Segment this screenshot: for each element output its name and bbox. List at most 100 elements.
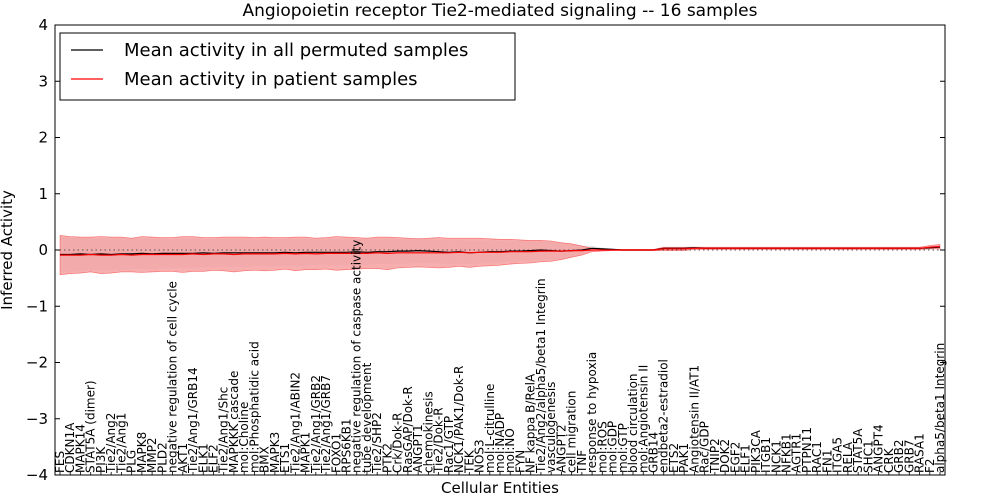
- x-tick-label: MAPK14: [73, 424, 87, 473]
- x-tick-label: cell migration: [565, 391, 579, 473]
- x-tick-label: GRB2: [892, 439, 906, 473]
- y-tick-label: −3: [26, 410, 48, 428]
- x-tick-label: tube development: [360, 362, 374, 473]
- x-tick-label: ETS1: [278, 443, 292, 473]
- x-tick-label: Tie2/Ang2: [104, 413, 118, 474]
- x-tick-label: PLD2: [155, 442, 169, 473]
- x-tick-label: CDKN1A: [63, 422, 77, 473]
- x-tick-label: Rac/GDP: [698, 421, 712, 473]
- x-tick-label: Tie2/Ang1/Shc: [217, 387, 231, 474]
- plot-area: [55, 235, 945, 276]
- x-tick-label: PIK3CA: [749, 429, 763, 473]
- x-tick-label: Angiotensin II/AT1: [687, 365, 701, 473]
- x-tick-label: RPS6KB1: [340, 418, 354, 473]
- x-tick-label: Tie2/Ang1/GRB14: [186, 367, 200, 474]
- x-tick-label: Tie2/Ang1: [114, 413, 128, 474]
- x-tick-label: NOS3: [473, 439, 487, 473]
- legend-label-patient: Mean activity in patient samples: [124, 69, 418, 90]
- x-tick-label: mol:NADP: [493, 413, 507, 473]
- series-line-patient: [60, 246, 941, 256]
- x-tick-label: STAT5A: [851, 428, 865, 473]
- x-tick-label: PLG: [125, 450, 139, 473]
- y-tick-label: 0: [38, 241, 48, 259]
- x-tick-label: mol:GTP: [616, 423, 630, 473]
- x-tick-label: ITGA5: [831, 437, 845, 473]
- x-tick-label: PI3K: [94, 446, 108, 473]
- x-tick-label: mol:Angiotensin II: [636, 365, 650, 473]
- x-tick-label: NCK1: [769, 440, 783, 473]
- y-axis-label: Inferred Activity: [0, 190, 16, 310]
- x-tick-label: MAPK3: [268, 432, 282, 473]
- x-tick-label: ELF2: [206, 444, 220, 473]
- x-tick-label: NF kappa B/RelA: [524, 373, 538, 473]
- x-tick-label: FOXO1: [329, 433, 343, 473]
- y-tick-label: −4: [26, 466, 48, 484]
- x-tick-label: ETS2: [667, 443, 681, 473]
- x-tick-label: mol:Choline: [237, 402, 251, 473]
- x-tick-label: response to hypoxia: [585, 352, 599, 473]
- x-tick-label: RELA: [841, 441, 855, 473]
- x-tick-label: BMX: [258, 446, 272, 473]
- x-tick-label: vasculogenesis: [544, 382, 558, 473]
- x-tick-label: Tie2/Dok-R: [432, 407, 446, 474]
- x-tick-label: EGF2: [728, 442, 742, 473]
- x-tick-label: TEK: [462, 449, 476, 474]
- x-tick-label: mol:GDP: [606, 421, 620, 473]
- y-tick-label: −1: [26, 297, 48, 315]
- x-axis-label: Cellular Entities: [441, 479, 559, 497]
- x-tick-label: NCK1/PAK1/Dok-R: [452, 366, 466, 473]
- x-tick-label: PAK1: [677, 443, 691, 473]
- patient-range-band: [59, 235, 941, 276]
- x-tick-label: mol:NO: [503, 428, 517, 473]
- x-tick-label: MAPKKK cascade: [227, 371, 241, 473]
- y-tick-label: 1: [38, 185, 48, 203]
- x-tick-label: ANGPT1: [411, 424, 425, 473]
- x-tick-label: SHC1: [861, 440, 875, 473]
- x-tick-label: NFKB1: [780, 433, 794, 473]
- x-tick-label: TNF: [575, 450, 589, 474]
- x-tick-label: blood circulation: [626, 373, 640, 473]
- chart-title: Angiopoietin receptor Tie2-mediated sign…: [242, 1, 757, 21]
- x-tick-label: mol:ROS: [595, 421, 609, 473]
- x-tick-label: Rac1/GTP: [442, 416, 456, 473]
- y-tick-label: −2: [26, 354, 48, 372]
- x-tick-label: Tie2/Ang1/GRB2: [309, 375, 323, 474]
- x-tick-label: ELK1: [196, 443, 210, 473]
- x-tick-label: PTPN11: [800, 427, 814, 473]
- x-tick-label: Crk/Dok-R: [391, 412, 405, 473]
- legend-label-permuted: Mean activity in all permuted samples: [124, 40, 468, 61]
- x-tick-label: MAPK8: [135, 432, 149, 473]
- x-tick-label: MMP2: [145, 437, 159, 473]
- x-tick-label: chemokinesis: [421, 391, 435, 473]
- x-tick-label: FN1: [820, 449, 834, 473]
- x-tick-label: negative regulation of cell cycle: [166, 281, 180, 473]
- x-tick-label: DOK2: [718, 439, 732, 473]
- x-tick-label: negative regulation of caspase activity: [350, 240, 364, 473]
- x-tick-label: ANGPT4: [872, 424, 886, 473]
- x-tick-label: F2: [923, 458, 937, 473]
- x-tick-label: FYN: [513, 450, 527, 473]
- x-tick-label: ITGB1: [759, 437, 773, 473]
- x-tick-label: TNIP2: [708, 438, 722, 474]
- x-tick-label: endbeta2-estradiol: [657, 359, 671, 473]
- x-tick-label: STAT5A (dimer): [84, 380, 98, 473]
- x-tick-label: AGTR1: [790, 433, 804, 473]
- x-tick-label: RAC1: [810, 441, 824, 473]
- x-tick-label: Tie2/Ang1/ABIN2: [288, 372, 302, 474]
- x-tick-label: Tie2/SHP2: [370, 412, 384, 474]
- y-tick-label: 4: [38, 16, 48, 34]
- y-tick-label: 2: [38, 129, 48, 147]
- x-tick-label: Tie2/Ang2/alpha5/beta1 Integrin: [534, 278, 548, 474]
- x-tick-label: alpha5/beta1 Integrin: [933, 343, 947, 473]
- x-tick-label: Tie2/Ang1/GRB7: [319, 375, 333, 474]
- x-tick-label: RASA1: [913, 433, 927, 473]
- legend: Mean activity in all permuted samples Me…: [59, 32, 516, 101]
- x-tick-label: GRB14: [646, 432, 660, 473]
- x-tick-label: PTK2: [380, 443, 394, 473]
- x-tick-label: MAPK1: [299, 432, 313, 473]
- x-tick-label: FES: [53, 451, 67, 473]
- x-tick-label: mol:Phosphatidic acid: [247, 341, 261, 473]
- x-tick-label: mol:L-citrulline: [483, 384, 497, 473]
